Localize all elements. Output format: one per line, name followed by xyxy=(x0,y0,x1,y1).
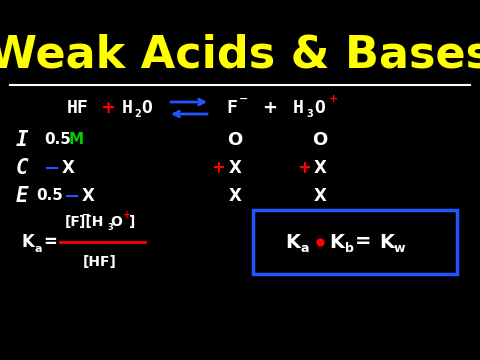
Text: O: O xyxy=(312,131,328,149)
Text: X: X xyxy=(228,159,241,177)
Text: X: X xyxy=(61,159,74,177)
Text: H: H xyxy=(121,99,132,117)
Text: [HF]: [HF] xyxy=(83,255,117,269)
Text: +: + xyxy=(328,94,337,104)
Text: K: K xyxy=(22,233,35,251)
Text: F: F xyxy=(227,99,238,117)
Text: 0.5: 0.5 xyxy=(36,189,63,203)
Text: +: + xyxy=(211,159,225,177)
Text: Weak Acids & Bases: Weak Acids & Bases xyxy=(0,33,480,77)
Text: +: + xyxy=(297,159,311,177)
Text: =: = xyxy=(355,233,371,252)
Text: C: C xyxy=(16,158,28,178)
Text: O: O xyxy=(314,99,325,117)
Text: X: X xyxy=(228,187,241,205)
Text: −: − xyxy=(44,158,60,177)
Text: +: + xyxy=(123,210,131,220)
Text: I: I xyxy=(16,130,28,150)
Text: −: − xyxy=(64,186,80,206)
Text: 3: 3 xyxy=(107,222,113,231)
Text: HF: HF xyxy=(67,99,89,117)
Text: ]: ] xyxy=(129,215,135,229)
Text: O: O xyxy=(228,131,242,149)
Text: b: b xyxy=(345,243,353,256)
Text: X: X xyxy=(313,187,326,205)
Text: +: + xyxy=(100,99,116,117)
Text: 0.5: 0.5 xyxy=(45,132,72,148)
Text: +: + xyxy=(263,99,277,117)
Text: a: a xyxy=(301,243,309,256)
Text: X: X xyxy=(313,159,326,177)
Text: O: O xyxy=(110,215,122,229)
Text: [F: [F xyxy=(65,215,81,229)
Text: −: − xyxy=(240,94,249,104)
Text: w: w xyxy=(393,243,405,256)
Text: H: H xyxy=(293,99,303,117)
Text: E: E xyxy=(16,186,28,206)
Text: 2: 2 xyxy=(134,109,142,119)
Text: X: X xyxy=(82,187,95,205)
Text: K: K xyxy=(380,233,395,252)
Text: K: K xyxy=(329,233,345,252)
Text: K: K xyxy=(286,233,300,252)
Text: a: a xyxy=(34,244,42,254)
Text: M: M xyxy=(69,132,84,148)
Text: −: − xyxy=(82,210,90,220)
Text: O: O xyxy=(142,99,153,117)
Text: 3: 3 xyxy=(307,109,313,119)
Text: ][H: ][H xyxy=(79,215,103,229)
Text: =: = xyxy=(43,233,57,251)
